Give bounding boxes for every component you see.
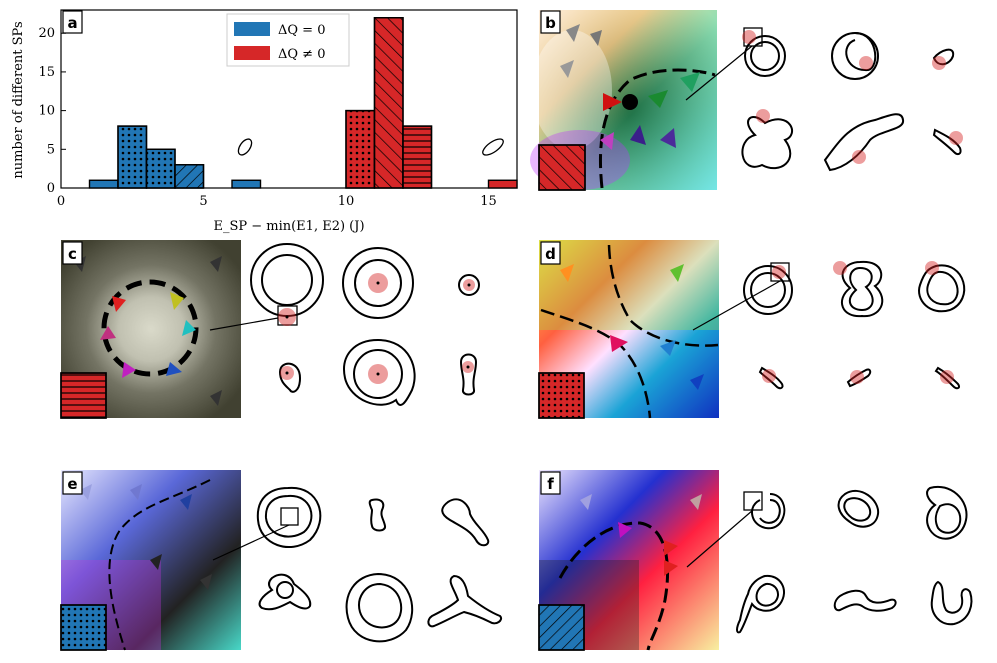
domain-wall-line (598, 68, 716, 189)
x-tick-label: 15 (480, 194, 497, 209)
x-tick-label: 0 (57, 194, 65, 209)
histogram-bar-hatch (402, 125, 433, 189)
inset-loop (237, 138, 253, 156)
loop-diagrams-c (209, 243, 480, 406)
sp-markers-c (278, 273, 475, 384)
histogram-bar-hatch (345, 109, 376, 189)
domain-wall-line (607, 244, 719, 347)
panel-label-d: d (545, 245, 556, 263)
y-ticks: 0 5 10 15 20 (38, 26, 66, 196)
y-tick-label: 0 (47, 181, 55, 196)
panel-d: d (538, 240, 966, 419)
sp-markers-b (742, 30, 963, 164)
loop-diagrams-e (212, 486, 502, 643)
legend-label-blue: ΔQ = 0 (278, 23, 325, 38)
y-tick-label: 15 (38, 65, 55, 80)
panel-e: e (60, 470, 502, 651)
y-axis-label: number of different SPs (11, 21, 26, 178)
domain-wall-line (108, 479, 211, 651)
histogram-bar-hatch (373, 17, 404, 189)
panel-f: f (538, 470, 973, 651)
x-tick-label: 10 (338, 194, 355, 209)
domain-wall-line (558, 521, 669, 651)
panel-label-f: f (547, 475, 554, 493)
x-axis-label: E_SP − min(E1, E2) (J) (213, 219, 364, 234)
histogram-bar-hatch (174, 164, 205, 189)
histogram-bars (88, 17, 518, 189)
histogram-bar (88, 179, 119, 189)
y-tick-label: 20 (38, 26, 55, 41)
histogram-bar-hatch (117, 125, 148, 189)
y-tick-label: 5 (47, 142, 55, 157)
inset-loop (482, 138, 504, 156)
panel-c: c (60, 240, 480, 419)
panel-label-c: c (68, 245, 77, 263)
panel-label-e: e (67, 475, 77, 493)
histogram-bar-hatch (145, 148, 176, 189)
panel-label-b: b (545, 14, 556, 32)
legend: ΔQ = 0 ΔQ ≠ 0 (226, 13, 350, 67)
histogram-panel-a: 0 5 10 15 0 5 10 15 20 E_SP − min(E1, E2) (J) n… (11, 9, 518, 234)
skyrmion-boundary (101, 279, 199, 377)
loop-diagrams-b (685, 27, 962, 172)
sp-markers-d (762, 261, 954, 384)
x-ticks: 0 5 10 15 (57, 183, 497, 209)
y-tick-label: 10 (38, 104, 55, 119)
legend-swatch-blue (234, 22, 270, 36)
legend-swatch-red (234, 46, 270, 60)
histogram-bar (487, 179, 518, 189)
x-tick-label: 5 (199, 194, 207, 209)
loop-diagrams-d (692, 260, 966, 390)
panel-label-a: a (67, 14, 77, 32)
panel-b: b (530, 10, 963, 191)
histogram-bar (231, 179, 262, 189)
loop-diagrams-f (686, 485, 973, 634)
spin-texture-d (539, 240, 719, 419)
legend-label-red: ΔQ ≠ 0 (278, 47, 325, 62)
